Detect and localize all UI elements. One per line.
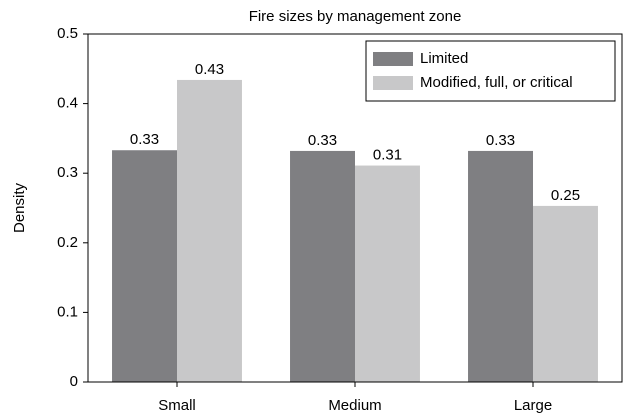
- legend-swatch: [373, 52, 413, 66]
- x-tick-label: Large: [514, 397, 552, 414]
- legend-label: Modified, full, or critical: [420, 74, 573, 91]
- bar: [533, 205, 598, 382]
- y-tick-label: 0.1: [57, 303, 78, 320]
- bar: [468, 150, 533, 382]
- x-tick-label: Medium: [328, 397, 381, 414]
- x-tick-label: Small: [158, 397, 196, 414]
- y-tick-label: 0: [70, 373, 78, 390]
- y-axis-label: Density: [11, 182, 28, 233]
- legend-label: Limited: [420, 50, 468, 67]
- value-label: 0.33: [486, 132, 515, 149]
- legend-box: [365, 40, 616, 102]
- y-tick-label: 0.5: [57, 25, 78, 42]
- value-label: 0.43: [195, 61, 224, 78]
- y-tick-label: 0.3: [57, 164, 78, 181]
- value-label: 0.33: [308, 132, 337, 149]
- chart-title: Fire sizes by management zone: [249, 8, 462, 25]
- bar: [355, 165, 420, 382]
- bar: [112, 150, 177, 382]
- value-label: 0.33: [130, 131, 159, 148]
- value-label: 0.31: [373, 147, 402, 164]
- value-label: 0.25: [551, 187, 580, 204]
- bar: [177, 79, 242, 382]
- y-tick-label: 0.2: [57, 234, 78, 251]
- bar: [290, 150, 355, 382]
- legend-swatch: [373, 76, 413, 90]
- plot-frame: [87, 33, 623, 383]
- y-tick-label: 0.4: [57, 95, 78, 112]
